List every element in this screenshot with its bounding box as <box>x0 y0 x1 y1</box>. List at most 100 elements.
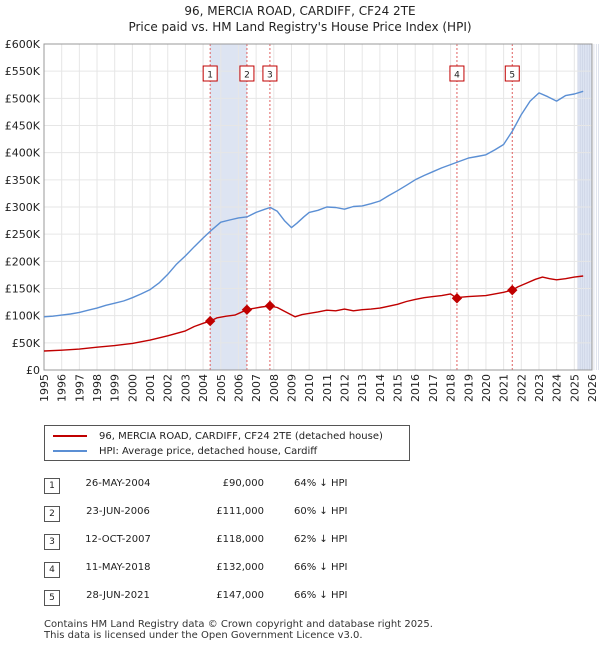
sale-point <box>241 304 253 315</box>
x-tick-label: 2023 <box>533 374 546 402</box>
footer-license: This data is licensed under the Open Gov… <box>44 630 363 641</box>
x-tick-label: 2016 <box>409 374 422 402</box>
x-tick-label: 2024 <box>551 374 564 402</box>
x-tick-label: 2018 <box>445 374 458 402</box>
x-tick-label: 2009 <box>285 374 298 402</box>
sale-point <box>264 300 276 312</box>
x-tick-label: 2002 <box>162 374 175 402</box>
footer-attribution: Contains HM Land Registry data © Crown c… <box>44 619 433 641</box>
y-tick-label: £400K <box>5 147 41 160</box>
x-tick-label: 2026 <box>586 374 599 402</box>
x-tick-label: 2021 <box>498 374 511 402</box>
x-tick-label: 1996 <box>56 374 69 402</box>
x-tick-label: 2004 <box>197 374 210 402</box>
sale-point <box>451 293 463 304</box>
y-tick-label: £200K <box>5 255 41 268</box>
sale-hpi-diff: 66% ↓ HPI <box>294 590 348 601</box>
x-tick-label: 2008 <box>268 374 281 402</box>
sale-label-box <box>239 65 255 82</box>
x-tick-label: 2017 <box>427 374 440 402</box>
sale-label-number: 2 <box>244 71 250 81</box>
y-tick-label: £0 <box>26 364 40 377</box>
sale-label-number: 1 <box>207 71 213 81</box>
plot-frame <box>43 43 593 371</box>
sale-row: 2 23-JUN-2006 £111,000 60% ↓ HPI <box>44 500 564 528</box>
sale-label-number: 3 <box>267 71 273 81</box>
y-tick-label: £600K <box>5 38 41 51</box>
sale-date: 26-MAY-2004 <box>85 478 151 489</box>
x-tick-label: 2015 <box>392 374 405 402</box>
legend-swatch-hpi <box>53 450 87 452</box>
y-tick-label: £100K <box>5 310 41 323</box>
price-chart: £0 £50K £100K £150K £200K £250K £300K £350K £400… <box>5 38 599 402</box>
sale-number-badge: 2 <box>44 506 60 522</box>
legend-label-hpi: HPI: Average price, detached house, Card… <box>99 445 318 457</box>
sale-point <box>204 315 216 327</box>
x-tick-label: 2000 <box>126 374 139 402</box>
sale-row: 1 26-MAY-2004 £90,000 64% ↓ HPI <box>44 472 564 500</box>
x-tick-label: 2014 <box>374 374 387 402</box>
sale-number-badge: 1 <box>44 478 60 494</box>
x-tick-label: 2010 <box>303 374 316 402</box>
sale-date: 11-MAY-2018 <box>85 562 151 573</box>
legend-item-hpi: HPI: Average price, detached house, Card… <box>53 444 317 458</box>
sale-hpi-diff: 62% ↓ HPI <box>294 534 348 545</box>
sale-number-badge: 5 <box>44 590 60 606</box>
sale-label-box <box>449 65 465 82</box>
sale-label-box <box>504 65 520 82</box>
sale-label-box <box>202 65 218 82</box>
sale-price: £111,000 <box>216 506 264 517</box>
sale-price: £132,000 <box>216 562 264 573</box>
y-tick-label: £550K <box>5 65 41 78</box>
y-tick-label: £150K <box>5 283 41 296</box>
y-tick-label: £350K <box>5 174 41 187</box>
sale-label-number: 5 <box>509 71 515 81</box>
x-tick-label: 2013 <box>356 374 369 402</box>
x-tick-label: 1999 <box>109 374 122 402</box>
x-tick-label: 2006 <box>232 374 245 402</box>
y-tick-label: £450K <box>5 120 41 133</box>
sale-number-badge: 4 <box>44 562 60 578</box>
sale-hpi-diff: 66% ↓ HPI <box>294 562 348 573</box>
x-tick-label: 2005 <box>215 374 228 402</box>
y-tick-label: £50K <box>12 337 41 350</box>
hpi-series-line <box>43 90 584 318</box>
sale-price: £147,000 <box>216 590 264 601</box>
sale-number-badge: 3 <box>44 534 60 550</box>
sale-point <box>507 284 518 296</box>
legend-swatch-property <box>53 435 87 437</box>
sale-row: 4 11-MAY-2018 £132,000 66% ↓ HPI <box>44 556 564 584</box>
sale-price: £90,000 <box>222 478 264 489</box>
x-tick-label: 2011 <box>321 374 334 402</box>
y-tick-label: £300K <box>5 201 41 214</box>
sale-hpi-diff: 64% ↓ HPI <box>294 478 348 489</box>
y-tick-label: £250K <box>5 228 41 241</box>
sale-label-number: 4 <box>454 71 460 81</box>
sale-row: 3 12-OCT-2007 £118,000 62% ↓ HPI <box>44 528 564 556</box>
sale-row: 5 28-JUN-2021 £147,000 66% ↓ HPI <box>44 584 564 612</box>
x-tick-label: 2020 <box>480 374 493 402</box>
legend-label-property: 96, MERCIA ROAD, CARDIFF, CF24 2TE (deta… <box>99 430 383 442</box>
sale-date: 12-OCT-2007 <box>85 534 151 545</box>
x-tick-label: 2007 <box>250 374 263 402</box>
x-tick-label: 1997 <box>73 374 86 402</box>
x-tick-label: 1995 <box>38 374 51 402</box>
sale-date: 23-JUN-2006 <box>86 506 150 517</box>
x-tick-label: 2003 <box>179 374 192 402</box>
sale-hpi-diff: 60% ↓ HPI <box>294 506 348 517</box>
legend-item-property: 96, MERCIA ROAD, CARDIFF, CF24 2TE (deta… <box>53 429 383 443</box>
chart-title-address: 96, MERCIA ROAD, CARDIFF, CF24 2TE <box>184 4 416 18</box>
x-tick-label: 1998 <box>91 374 104 402</box>
footer-copyright: Contains HM Land Registry data © Crown c… <box>44 619 433 630</box>
sales-table: 1 26-MAY-2004 £90,000 64% ↓ HPI 2 23-JUN… <box>44 472 564 612</box>
chart-legend: 96, MERCIA ROAD, CARDIFF, CF24 2TE (deta… <box>44 425 410 461</box>
sale-date: 28-JUN-2021 <box>86 590 150 601</box>
x-tick-label: 2001 <box>144 374 157 402</box>
x-tick-label: 2012 <box>339 374 352 402</box>
x-tick-label: 2019 <box>462 374 475 402</box>
x-tick-label: 2025 <box>568 374 581 402</box>
chart-title-subtitle: Price paid vs. HM Land Registry's House … <box>128 20 472 34</box>
sale-label-box <box>262 65 278 82</box>
sale-price: £118,000 <box>216 534 264 545</box>
y-tick-label: £500K <box>5 92 41 105</box>
